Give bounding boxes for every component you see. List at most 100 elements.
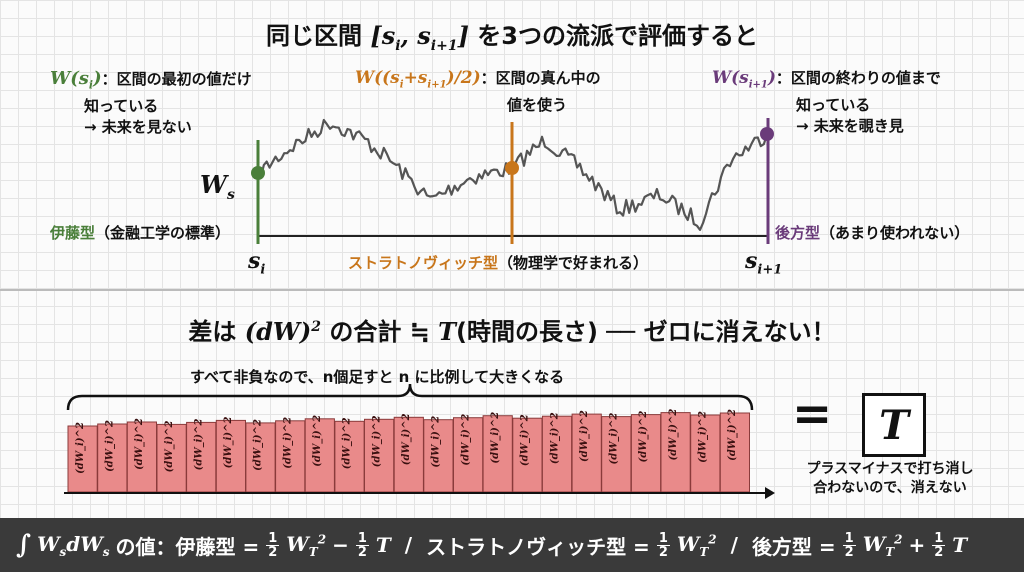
bar-label: (dW_i)^2 <box>134 418 145 470</box>
backward-annotation: W(si+1)：区間の終わりの値まで 知っている → 未来を覗き見 <box>712 68 941 137</box>
backward-formula: W(si+1) <box>712 68 776 91</box>
bar-dw-squared <box>245 422 276 493</box>
section2-suffix: (時間の長さ) ── ゼロに消えない！ <box>456 318 836 346</box>
section2-T: T <box>438 317 457 346</box>
boxed-T: T <box>862 393 926 457</box>
backward-school-label: 後方型（あまり使われない） <box>775 222 969 243</box>
bar-label: (dW_i)^2 <box>727 409 738 461</box>
bar-dw-squared <box>364 418 395 493</box>
bar-label: (dW_i)^2 <box>105 420 116 472</box>
strat-note: （物理学で好まれる） <box>498 254 649 272</box>
bar-label: (dW_i)^2 <box>282 417 293 469</box>
integral-sign: ∫ <box>16 530 32 560</box>
footer-sep: / <box>730 533 738 557</box>
bar-label: (dW_i)^2 <box>460 414 471 466</box>
bar-label: (dW_i)^2 <box>490 412 501 464</box>
bar-label: (dW_i)^2 <box>371 415 382 467</box>
backward-desc-2: 知っている <box>796 96 871 115</box>
integrand: WsdWs <box>37 531 110 559</box>
bar-dw-squared <box>601 416 632 493</box>
bar-label: (dW_i)^2 <box>342 417 353 469</box>
ito-formula: W(si) <box>50 68 102 92</box>
bar-label: (dW_i)^2 <box>164 420 175 472</box>
bar-label: (dW_i)^2 <box>698 411 709 463</box>
ito-note: （金融工学の標準） <box>95 224 231 242</box>
bar-dw-squared <box>304 418 335 493</box>
title-prefix: 同じ区間 <box>265 22 371 50</box>
minus-sign: − <box>332 533 349 557</box>
bar-label: (dW_i)^2 <box>638 411 649 463</box>
bar-label: (dW_i)^2 <box>75 422 86 474</box>
strat-desc-2: 値を使う <box>507 96 568 115</box>
strat-desc-1: ：区間の真ん中の <box>480 69 601 87</box>
bar-label: (dW_i)^2 <box>668 409 679 461</box>
bar-dw-squared <box>275 420 306 493</box>
axis-label-si: si <box>248 248 266 278</box>
bar-axis-arrow <box>765 487 775 499</box>
ito-point <box>251 166 265 180</box>
ito-annotation: W(si)：区間の最初の値だけ 知っている → 未来を見ない <box>50 68 252 138</box>
footer-sep: / <box>404 533 413 557</box>
bar-label: (dW_i)^2 <box>223 416 234 468</box>
bar-label: (dW_i)^2 <box>193 418 204 470</box>
strat-annotation: W((si+si+1)/2)：区間の真ん中の 値を使う <box>355 68 601 116</box>
brownian-diagram <box>251 118 774 244</box>
backward-desc-3: → 未来を覗き見 <box>796 117 904 136</box>
section2-mid: の合計 ≒ <box>320 318 439 346</box>
backward-desc-1: ：区間の終わりの値まで <box>775 69 941 87</box>
bar-dw-squared <box>334 420 365 493</box>
right-note-2: 合わないので、消えない <box>813 480 967 496</box>
title-interval: [si, si+1] <box>370 21 469 54</box>
backward-name: 後方型 <box>775 224 821 242</box>
ito-desc-3: → 未来を見ない <box>84 117 192 136</box>
plus-sign: + <box>908 533 926 557</box>
bar-dw-squared <box>67 425 98 493</box>
bar-dw-squared <box>482 415 513 493</box>
backward-note: （あまり使われない） <box>820 224 970 242</box>
strat-formula: W((si+si+1)/2) <box>355 68 481 91</box>
brace-note: すべて非負なので、n個足すと n に比例して大きくなる <box>190 368 565 386</box>
bar-dw-squared <box>423 419 454 493</box>
strat-school-label: ストラトノヴィッチ型（物理学で好まれる） <box>348 252 648 273</box>
strat-footer-label: ストラトノヴィッチ型 = <box>426 534 650 559</box>
sum-bar-diagram: (dW_i)^2 (dW_i)^2 (dW_i)^2 (dW_i)^2 (dW_i)^2… <box>64 383 775 499</box>
bars-group: (dW_i)^2 (dW_i)^2 (dW_i)^2 (dW_i)^2 (dW_i)^2… <box>67 409 750 493</box>
section-divider <box>0 289 1024 291</box>
bar-dw-squared <box>156 423 187 493</box>
page-title: 同じ区間 [si, si+1] を3つの流派で評価すると <box>0 16 1024 54</box>
strat-wt2: WT2 <box>676 531 717 559</box>
bar-label: (dW_i)^2 <box>609 413 620 465</box>
right-note: プラスマイナスで打ち消し 合わないので、消えない <box>790 460 990 498</box>
title-suffix: を3つの流派で評価すると <box>468 22 758 50</box>
equals-sign: = <box>792 386 833 442</box>
section2-prefix: 差は <box>188 318 245 346</box>
ito-name: 伊藤型 <box>50 224 96 242</box>
bar-dw-squared <box>126 421 158 493</box>
right-note-1: プラスマイナスで打ち消し <box>806 461 974 477</box>
bar-label: (dW_i)^2 <box>579 410 590 462</box>
ito-T: T <box>375 533 391 557</box>
bar-dw-squared <box>512 417 543 493</box>
bar-dw-squared <box>571 413 602 493</box>
strat-name: ストラトノヴィッチ型 <box>348 254 499 272</box>
bar-label: (dW_i)^2 <box>549 412 560 464</box>
bar-dw-squared <box>393 416 424 493</box>
ito-desc-2: 知っている <box>84 96 159 115</box>
ito-wt2: WT2 <box>286 531 327 559</box>
bar-dw-squared <box>719 412 750 493</box>
backward-point <box>760 127 774 141</box>
bar-label: (dW_i)^2 <box>401 413 412 465</box>
axis-label-si1: si+1 <box>745 248 783 278</box>
bar-label: (dW_i)^2 <box>253 419 264 471</box>
ito-desc-1: ：区間の最初の値だけ <box>101 70 252 88</box>
bar-label: (dW_i)^2 <box>312 415 323 467</box>
footer-value-label: の値：伊藤型 = <box>115 534 260 559</box>
back-footer-label: 後方型 = <box>751 534 836 559</box>
back-T: T <box>952 533 968 557</box>
